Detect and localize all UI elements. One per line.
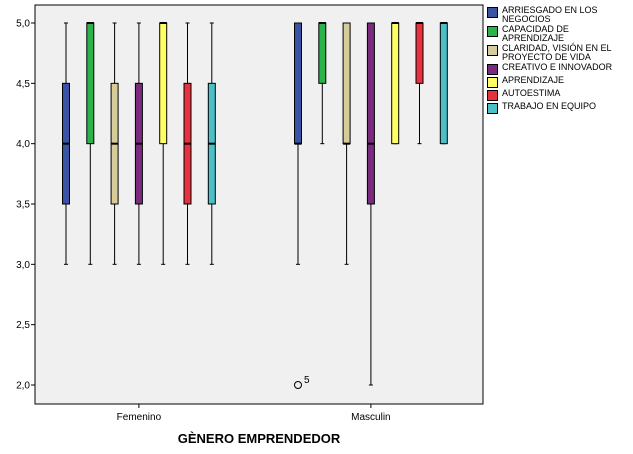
legend-label: CREATIVO E INNOVADOR bbox=[502, 62, 613, 72]
box-1-3 bbox=[366, 22, 375, 386]
legend-item: TRABAJO EN EQUIPO bbox=[487, 102, 631, 114]
box-0-3 bbox=[134, 22, 143, 265]
box-rect bbox=[439, 22, 448, 145]
legend-swatch bbox=[487, 90, 498, 101]
legend-label: TRABAJO EN EQUIPO bbox=[502, 101, 597, 111]
outlier-point bbox=[294, 381, 302, 389]
legend: ARRIESGADO EN LOS NEGOCIOS CAPACIDAD DE A… bbox=[487, 6, 631, 115]
y-tick-label: 3,0 bbox=[16, 260, 30, 271]
y-tick-label: 2,5 bbox=[16, 320, 30, 331]
legend-label: CLARIDAD, VISIÓN EN EL PROYECTO DE VIDA bbox=[502, 43, 612, 62]
y-tick-label: 4,5 bbox=[16, 79, 30, 90]
legend-item: AUTOESTIMA bbox=[487, 89, 631, 101]
legend-label: AUTOESTIMA bbox=[502, 88, 561, 98]
box-1-0: 5 bbox=[294, 22, 310, 389]
legend-swatch bbox=[487, 26, 498, 37]
legend-label: APRENDIZAJE bbox=[502, 75, 565, 85]
box-rect bbox=[415, 22, 424, 84]
plot-area bbox=[34, 4, 484, 405]
box-rect bbox=[318, 22, 327, 84]
x-tick-label: Masculin bbox=[351, 412, 390, 423]
box-rect bbox=[366, 22, 375, 205]
legend-item: CLARIDAD, VISIÓN EN EL PROYECTO DE VIDA bbox=[487, 44, 631, 62]
y-tick-label: 4,0 bbox=[16, 139, 30, 150]
legend-label: CAPACIDAD DE APRENDIZAJE bbox=[502, 24, 569, 43]
x-axis-title: GÈNERO EMPRENDEDOR bbox=[178, 431, 341, 446]
legend-item: CAPACIDAD DE APRENDIZAJE bbox=[487, 25, 631, 43]
legend-item: APRENDIZAJE bbox=[487, 76, 631, 88]
outlier-label: 5 bbox=[304, 375, 310, 386]
y-tick-label: 5,0 bbox=[16, 19, 30, 30]
legend-swatch bbox=[487, 45, 498, 56]
box-1-4 bbox=[391, 22, 400, 145]
x-axis: Femenino Masculin bbox=[117, 404, 391, 423]
box-rect bbox=[391, 22, 400, 145]
legend-swatch bbox=[487, 64, 498, 75]
box-rect bbox=[159, 22, 168, 145]
legend-swatch bbox=[487, 7, 498, 18]
legend-swatch bbox=[487, 77, 498, 88]
box-rect bbox=[86, 22, 95, 145]
box-0-4 bbox=[159, 22, 168, 265]
box-1-1 bbox=[318, 22, 327, 145]
box-0-1 bbox=[86, 22, 95, 265]
y-tick-label: 2,0 bbox=[16, 381, 30, 392]
box-0-5 bbox=[183, 22, 192, 265]
box-0-0 bbox=[62, 22, 70, 265]
box-rect bbox=[342, 22, 351, 145]
y-axis: 2,0 2,5 3,0 3,5 4,0 4,5 5,0 bbox=[16, 19, 35, 392]
box-1-6 bbox=[439, 22, 448, 145]
legend-swatch bbox=[487, 103, 498, 114]
box-1-5 bbox=[415, 22, 424, 145]
box-1-2 bbox=[342, 22, 351, 265]
boxes: 5 bbox=[62, 22, 448, 389]
legend-label: ARRIESGADO EN LOS NEGOCIOS bbox=[502, 5, 598, 24]
legend-item: ARRIESGADO EN LOS NEGOCIOS bbox=[487, 6, 631, 24]
legend-item: CREATIVO E INNOVADOR bbox=[487, 63, 631, 75]
box-rect bbox=[294, 22, 302, 145]
x-tick-label: Femenino bbox=[117, 412, 162, 423]
box-0-2 bbox=[110, 22, 119, 265]
box-0-6 bbox=[207, 22, 216, 265]
y-tick-label: 3,5 bbox=[16, 200, 30, 211]
